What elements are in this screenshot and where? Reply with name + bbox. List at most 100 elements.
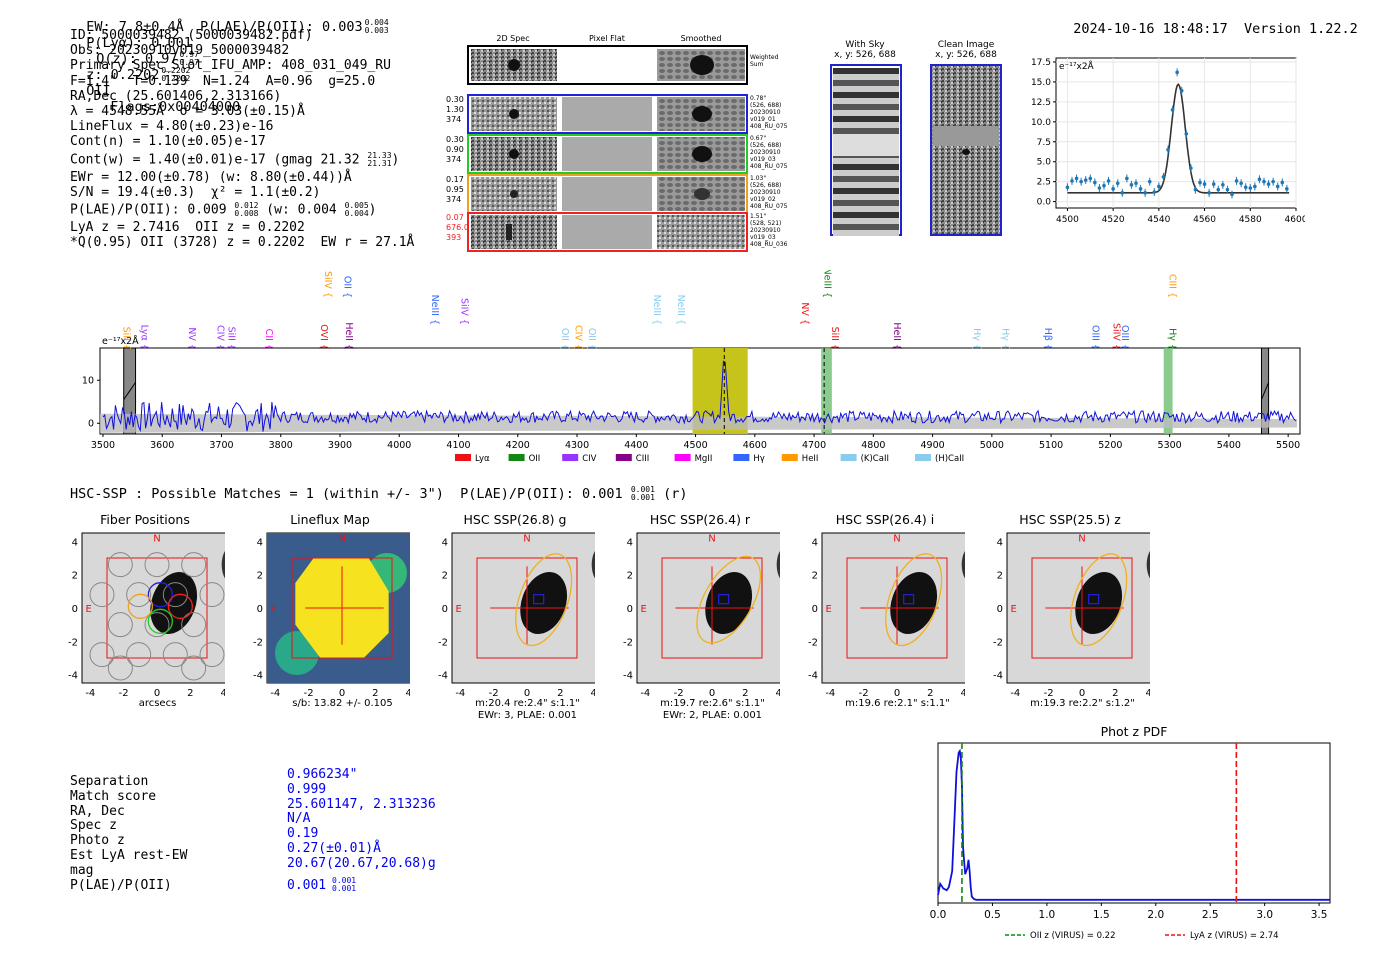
zoom-data-point	[1271, 179, 1275, 184]
x-tick-label: 4	[220, 688, 225, 699]
match-label: Spec z	[70, 818, 117, 834]
info-plae-w: (w: 0.004	[266, 202, 337, 218]
fiber-blue	[147, 582, 173, 608]
x-tick-label: 4	[775, 688, 780, 699]
hsc-panel-caption: m:20.4 re:2.4" s:1.1"	[475, 698, 580, 709]
fiber-circle	[181, 612, 207, 638]
info-plae-row: P(LAE)/P(OII): 0.009 0.012 0.008 (w: 0.00…	[70, 201, 377, 219]
fiber-green	[147, 608, 173, 634]
legend-label: Lyα	[475, 454, 490, 464]
hsc-title-band: (r)	[663, 486, 688, 502]
x-tick-label: 2	[557, 688, 563, 699]
fiber-box	[533, 594, 545, 605]
spec2d-row-right-label: 0.67" (526, 688) 20230910 v019_03 408_RU_075	[750, 135, 787, 170]
spec2d-row-left-label: 0.30 0.90 374	[446, 135, 464, 165]
east-label: E	[456, 604, 462, 615]
legend-swatch	[840, 454, 857, 461]
spectral-line-label: NeIII {	[429, 295, 440, 325]
fiber-red	[167, 593, 193, 619]
photoz-legend-label: OII z (VIRUS) = 0.22	[1030, 931, 1116, 941]
x-tick-label: 3900	[328, 440, 352, 451]
header-datetime: 2024-10-16 18:48:17	[1073, 21, 1228, 37]
sky-stripe	[833, 206, 899, 212]
legend-label: (K)CaII	[861, 454, 889, 464]
photoz-legend-label: LyA z (VIRUS) = 2.74	[1190, 931, 1279, 941]
sky-stripe	[833, 164, 899, 170]
zoom-data-point	[1193, 187, 1198, 192]
x-tick-label: 4200	[506, 440, 530, 451]
spec2d-row-meta: 1.51"	[750, 213, 767, 220]
x-tick-label: 4580	[1239, 215, 1262, 225]
spectral-line-label: Lyα {	[138, 325, 149, 350]
y-tick-label: 4	[627, 537, 633, 548]
galaxy-ellipse	[1070, 553, 1128, 647]
y-tick-label: 0	[627, 604, 633, 615]
x-tick-label: 0	[154, 688, 160, 699]
x-tick-label: 2	[187, 688, 193, 699]
spec2d-col-title: Pixel Flat	[589, 34, 625, 43]
fiber-box	[1088, 594, 1100, 605]
zoom-data-point	[1065, 185, 1070, 190]
north-label: N	[1078, 533, 1085, 544]
aperture-box	[291, 557, 393, 659]
photoz-curve	[937, 748, 1330, 901]
hsc-panel-title: HSC SSP(26.4) r	[649, 512, 751, 527]
y-tick-label: -2	[623, 637, 633, 648]
hsc-title-lo: 0.001	[630, 493, 655, 502]
north-label: N	[708, 533, 715, 544]
match-value: 0.19	[287, 826, 319, 842]
zoom-data-point	[1079, 179, 1083, 184]
zoom-data-point	[1248, 186, 1253, 190]
clean-coords: x, y: 526, 688	[935, 50, 997, 60]
spectral-line-label: OII {	[559, 328, 570, 350]
hsc-panel-image: -4 -4 -2 -2 0 0 2 2 4 4 N E	[68, 532, 225, 699]
zoom-chart: 0.0 2.5 5.0 7.5 10.0 12.5 15.0 17.5 4500 4520 4540…	[1031, 57, 1305, 225]
galaxy-ellipse	[515, 553, 573, 647]
spec2d-row-stat: 0.30	[446, 95, 464, 104]
fiber-circle	[107, 655, 133, 681]
hsc-panel-caption: m:19.7 re:2.6" s:1.1"	[660, 698, 765, 709]
header-plya: P(Lyα): 0.001	[86, 35, 192, 51]
spec2d-row-meta: 408_RU_036	[750, 241, 788, 248]
x-tick-label: 5000	[980, 440, 1004, 451]
noise-envelope	[100, 413, 1297, 433]
hsc-title-text: HSC-SSP : Possible Matches = 1 (within +…	[70, 486, 623, 502]
spec2d-row-meta: v019_03	[750, 156, 776, 163]
clean-cutout-image	[930, 64, 1002, 236]
y-tick-label: 0.0	[1037, 198, 1052, 208]
zoom-data-point	[1157, 184, 1161, 189]
zoom-data-point	[1285, 187, 1289, 191]
fiber-box	[718, 594, 730, 605]
match-value: 0.999	[287, 781, 327, 797]
zoom-data-point	[1170, 108, 1175, 112]
sky-stripe	[833, 104, 899, 110]
y-tick-label: 4	[442, 537, 448, 548]
neighbor-source	[776, 550, 780, 579]
spectral-line-label: CII {	[263, 329, 274, 350]
x-tick-label: 4000	[387, 440, 411, 451]
zoom-data-point	[1239, 181, 1243, 186]
x-tick-label: 2	[1112, 688, 1118, 699]
x-tick-label: 4	[590, 688, 595, 699]
y-tick-label: 2	[997, 571, 1003, 582]
x-tick-label: -4	[85, 688, 95, 699]
spec2d-row-stat: 0.30	[446, 135, 464, 144]
hsc-panel-title: Lineflux Map	[290, 512, 370, 527]
x-tick-label: 2	[927, 688, 933, 699]
info-id: ID: 5000039482 (5000039482.pdf)	[70, 28, 313, 43]
header-timestamp: 2024-10-16 18:48:17 Version 1.22.2	[1057, 5, 1358, 37]
x-tick-label: 4500	[1056, 215, 1079, 225]
fiber-circle	[126, 642, 152, 668]
hsc-panel-image: -4 -4 -2 -2 0 0 2 2 4 4 N E	[993, 532, 1150, 699]
sky-stripe	[833, 122, 899, 128]
sky-stripe	[833, 158, 899, 164]
zoom-data-point	[1202, 182, 1207, 186]
x-tick-label: 4	[960, 688, 965, 699]
match-value: 20.67(20.67,20.68)g	[287, 855, 436, 871]
info-contn: Cont(n) = 1.10(±0.05)e-17	[70, 134, 266, 150]
y-tick-label: 4	[72, 537, 78, 548]
spec2d-row-left-label: 0.07 676.0 393	[446, 213, 469, 243]
legend-swatch	[915, 454, 931, 461]
spectral-line-label: OIII {	[1090, 325, 1101, 350]
match-value: 0.27(±0.01)Å	[287, 840, 381, 856]
